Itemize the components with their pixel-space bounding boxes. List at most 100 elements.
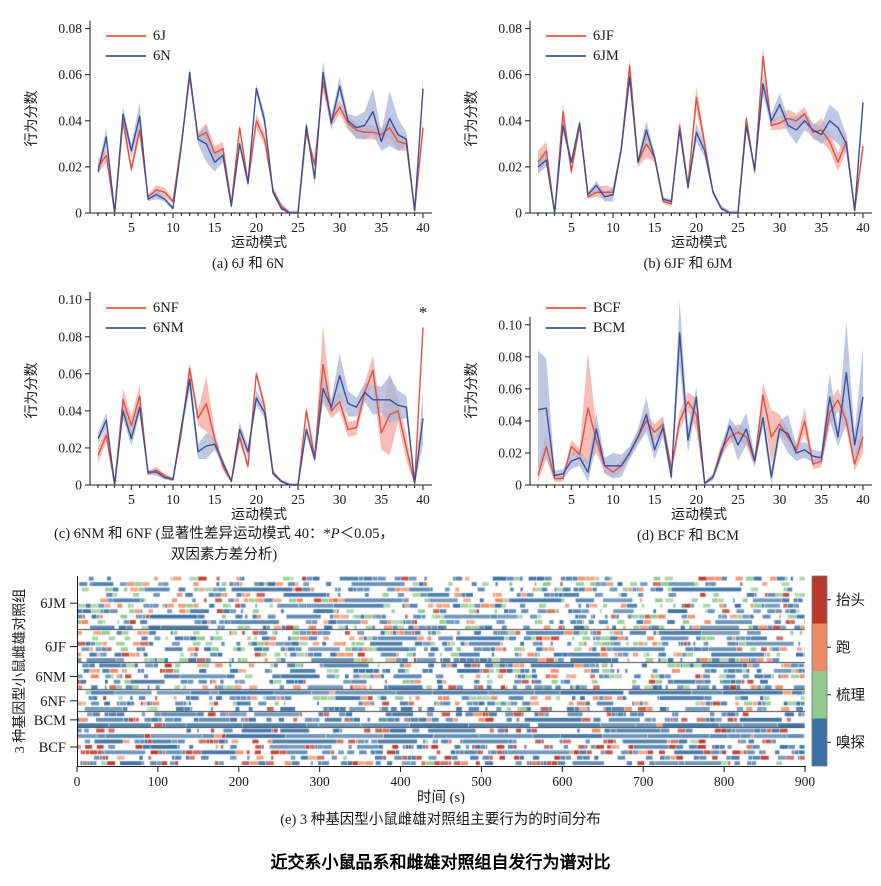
series-line-BCM (537, 332, 864, 485)
series-line-6N (97, 71, 424, 214)
svg-text:15: 15 (648, 492, 662, 507)
svg-text:15: 15 (208, 492, 222, 507)
svg-text:0: 0 (74, 774, 81, 789)
svg-text:0.02: 0.02 (498, 159, 522, 174)
svg-text:300: 300 (310, 774, 331, 789)
svg-text:0.06: 0.06 (58, 366, 82, 381)
raster-axes-overlay: 6JM 6JF 6NM 6NF BCM BCF 0 100 200 300 400 500 600 700… (11, 575, 865, 804)
svg-text:0.02: 0.02 (498, 445, 522, 460)
svg-text:25: 25 (291, 492, 305, 507)
group-label-6NM: 6NM (35, 669, 66, 685)
svg-text:25: 25 (291, 220, 305, 235)
legend-label-sniff: 嗅探 (836, 734, 865, 751)
error-band-6NM (98, 353, 423, 485)
svg-text:0.06: 0.06 (58, 67, 82, 82)
tick-labels: 0 0.02 0.04 0.06 0.08 5 10 15 20 25 30 35 40 (58, 21, 430, 235)
panel-d-caption: (d) BCF 和 BCM (637, 528, 739, 544)
y-axis-label: 行为分数 (464, 91, 480, 147)
svg-text:BCF: BCF (593, 300, 620, 316)
svg-text:20: 20 (690, 220, 704, 235)
colorbar-segment-head (812, 576, 827, 624)
svg-text:30: 30 (333, 492, 347, 507)
series-line-6J (97, 76, 424, 214)
svg-text:20: 20 (690, 492, 704, 507)
error-band-BCM (538, 300, 863, 485)
colorbar-segment-run (812, 623, 827, 671)
svg-text:0.04: 0.04 (58, 113, 82, 128)
svg-text:30: 30 (333, 220, 347, 235)
x-axis-label: 运动模式 (231, 507, 287, 523)
tick-labels: 0 0.02 0.04 0.06 0.08 0.10 5 10 15 20 25 30 35 40 (498, 317, 870, 507)
svg-text:0.02: 0.02 (58, 440, 82, 455)
axes (525, 316, 872, 490)
panel-e: 6JM 6JF 6NM 6NF BCM BCF 0 100 200 300 400 500 600 700… (0, 568, 881, 804)
svg-text:15: 15 (208, 220, 222, 235)
svg-text:0.08: 0.08 (58, 329, 82, 344)
raster-x-label: 时间 (s) (417, 789, 465, 804)
svg-text:800: 800 (714, 774, 735, 789)
legend-label-run: 跑 (836, 639, 851, 656)
error-band-6N (98, 60, 423, 213)
panel-c-caption-line1: (c) 6NM 和 6NF (显著性差异运动模式 40：*P＜0.05， (8, 524, 440, 545)
axes (85, 291, 432, 490)
panel-c: 0 0.02 0.04 0.06 0.08 0.10 5 10 15 20 25 30 35 40 6NF 6… (0, 272, 440, 568)
x-axis-label: 运动模式 (231, 235, 287, 251)
caption-c-text: (c) 6NM 和 6NF (显著性差异运动模式 40：* (54, 526, 331, 542)
axes (525, 20, 872, 218)
svg-text:100: 100 (148, 774, 169, 789)
axes (85, 20, 432, 218)
tick-labels: 0 0.02 0.04 0.06 0.08 5 10 15 20 25 30 35 40 (498, 21, 870, 235)
svg-text:BCM: BCM (593, 320, 625, 336)
y-axis-label: 行为分数 (464, 363, 480, 419)
svg-text:10: 10 (166, 492, 180, 507)
svg-text:0: 0 (75, 478, 82, 493)
group-label-6JF: 6JF (45, 640, 66, 656)
panel-c-caption-line2: 双因素方差分析) (170, 547, 278, 564)
panel-b-chart: 00.020.040.060.085 10 15 20 25 30 35 406JF6JM行为… (464, 20, 872, 251)
significance-star: * (419, 303, 428, 322)
panel-a: 0 0.02 0.04 0.06 0.08 5 10 15 20 25 30 35 40 6J 6N 行为分数… (0, 0, 440, 272)
svg-text:0: 0 (515, 478, 522, 493)
colorbar-segment-sniff (812, 718, 827, 766)
svg-text:0.08: 0.08 (58, 21, 82, 36)
svg-text:0.10: 0.10 (498, 317, 522, 332)
svg-text:30: 30 (773, 220, 787, 235)
svg-text:0: 0 (75, 206, 82, 221)
svg-text:0.08: 0.08 (498, 21, 522, 36)
svg-text:400: 400 (390, 774, 411, 789)
group-label-BCF: BCF (39, 740, 66, 756)
panel-row-2: 0 0.02 0.04 0.06 0.08 0.10 5 10 15 20 25 30 35 40 6NF 6… (0, 272, 881, 568)
svg-text:6N: 6N (153, 48, 171, 64)
svg-text:40: 40 (856, 492, 870, 507)
x-axis-label: 运动模式 (671, 507, 727, 523)
series-line-6JM (537, 76, 864, 214)
caption-c-pvalue: P (330, 526, 340, 542)
svg-text:600: 600 (552, 774, 573, 789)
svg-text:5: 5 (568, 220, 575, 235)
svg-text:6JM: 6JM (593, 48, 619, 64)
svg-text:700: 700 (633, 774, 654, 789)
svg-text:0.02: 0.02 (58, 159, 82, 174)
svg-text:15: 15 (648, 220, 662, 235)
panel-d: 0 0.02 0.04 0.06 0.08 0.10 5 10 15 20 25 30 35 40 BCF B… (440, 272, 880, 568)
x-axis-label: 运动模式 (671, 235, 727, 251)
svg-text:500: 500 (471, 774, 492, 789)
svg-text:200: 200 (229, 774, 250, 789)
group-label-6JM: 6JM (40, 596, 66, 612)
behavior-raster-canvas (77, 576, 805, 766)
svg-text:6J: 6J (153, 28, 166, 44)
series-line-BCF (537, 394, 864, 485)
svg-text:5: 5 (128, 492, 135, 507)
y-axis-label: 行为分数 (24, 91, 40, 147)
caption-c-text2: ＜0.05， (339, 526, 394, 542)
svg-text:6NM: 6NM (153, 320, 184, 336)
svg-text:10: 10 (166, 220, 180, 235)
figure-title: 近交系小鼠品系和雌雄对照组自发行为谱对比 (270, 853, 611, 872)
legend: BCF BCM (546, 300, 625, 336)
svg-text:0: 0 (515, 206, 522, 221)
svg-text:10: 10 (606, 220, 620, 235)
svg-text:0.10: 0.10 (58, 292, 82, 307)
